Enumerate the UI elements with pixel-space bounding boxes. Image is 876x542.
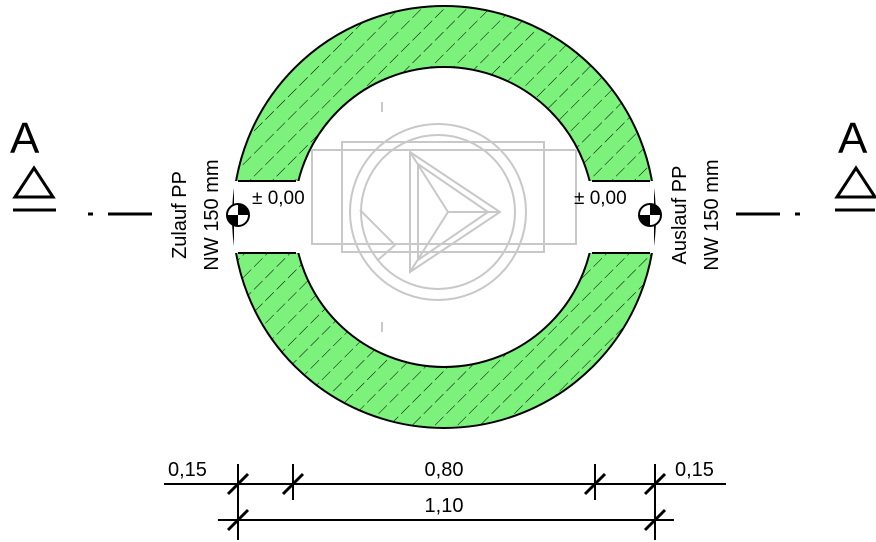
inlet-material: Zulauf PP — [169, 171, 191, 259]
section-triangle-left — [12, 165, 56, 199]
outlet-pipe-label: Auslauf PP NW 150 mm — [669, 159, 723, 270]
outlet-level-marker — [638, 203, 662, 227]
pipe-channel — [238, 180, 650, 254]
dim-outer-diameter: 1,10 — [425, 495, 464, 517]
dim-inner-diameter: 0,80 — [425, 459, 464, 481]
outlet-material: Auslauf PP — [669, 166, 691, 265]
section-triangle-right — [834, 165, 876, 199]
outlet-level-label: ± 0,00 — [574, 188, 627, 209]
section-marker-right: A — [736, 114, 876, 216]
inlet-level-marker — [226, 203, 250, 227]
dimension-chain-walls — [164, 464, 726, 540]
section-marker-left: A — [10, 114, 152, 216]
dim-wall-right: 0,15 — [675, 459, 714, 481]
section-letter-right: A — [838, 114, 868, 163]
dimension-chain-overall — [218, 508, 674, 532]
inlet-diameter: NW 150 mm — [201, 159, 223, 270]
section-letter-left: A — [10, 114, 40, 163]
pump-symbol — [311, 102, 577, 332]
inlet-level-label: ± 0,00 — [252, 188, 305, 209]
outlet-diameter: NW 150 mm — [701, 159, 723, 270]
dim-wall-left: 0,15 — [168, 459, 207, 481]
inlet-pipe-label: Zulauf PP NW 150 mm — [169, 159, 223, 270]
